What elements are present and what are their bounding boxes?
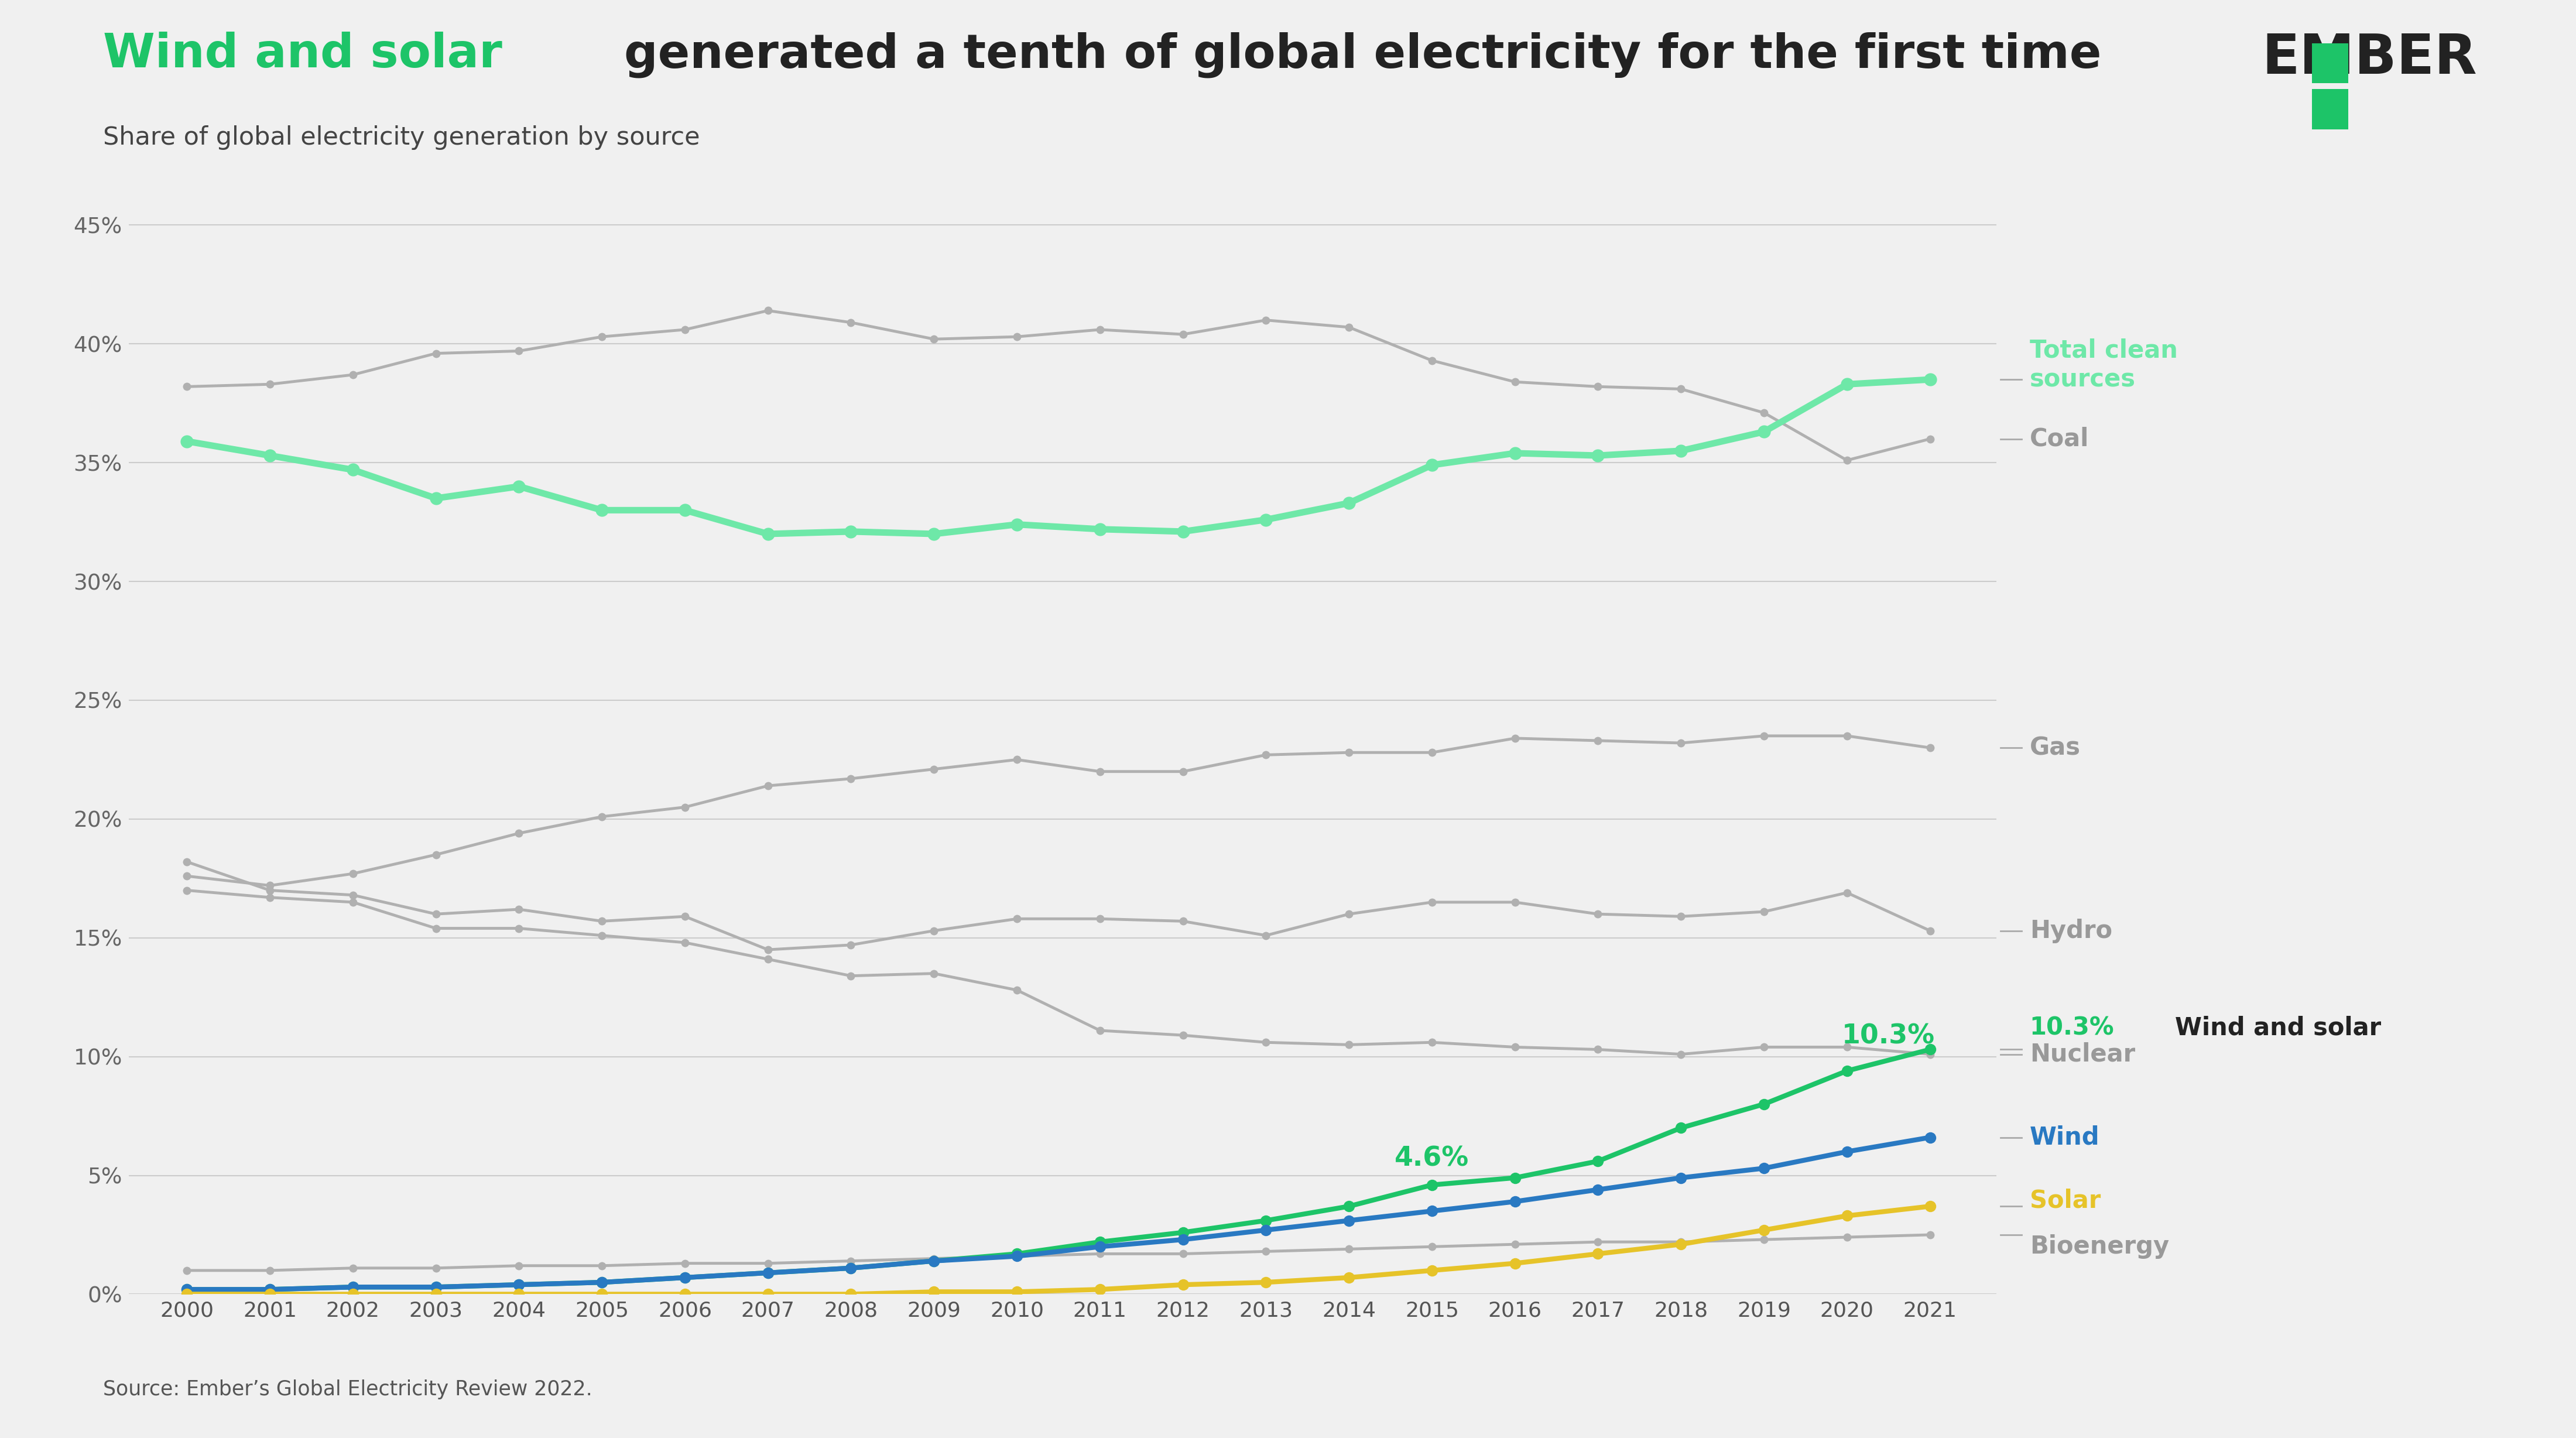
Text: 4.6%: 4.6% <box>1394 1146 1468 1172</box>
Text: EMBER: EMBER <box>2262 32 2478 85</box>
Text: 10.3%: 10.3% <box>2030 1015 2115 1041</box>
Text: Solar: Solar <box>2030 1188 2099 1212</box>
Text: Hydro: Hydro <box>2030 919 2112 943</box>
Text: Wind and solar: Wind and solar <box>2174 1015 2380 1041</box>
Text: Gas: Gas <box>2030 735 2081 761</box>
Text: Share of global electricity generation by source: Share of global electricity generation b… <box>103 125 701 150</box>
Text: Nuclear: Nuclear <box>2030 1043 2136 1067</box>
Text: generated a tenth of global electricity for the first time: generated a tenth of global electricity … <box>608 32 2102 78</box>
Text: Bioenergy: Bioenergy <box>2030 1234 2169 1260</box>
Text: Wind and solar: Wind and solar <box>103 32 502 78</box>
Text: Wind: Wind <box>2030 1125 2099 1150</box>
Text: Total clean
sources: Total clean sources <box>2030 338 2177 393</box>
Text: Coal: Coal <box>2030 427 2089 452</box>
Text: Source: Ember’s Global Electricity Review 2022.: Source: Ember’s Global Electricity Revie… <box>103 1379 592 1399</box>
Text: 10.3%: 10.3% <box>1842 1024 1935 1050</box>
